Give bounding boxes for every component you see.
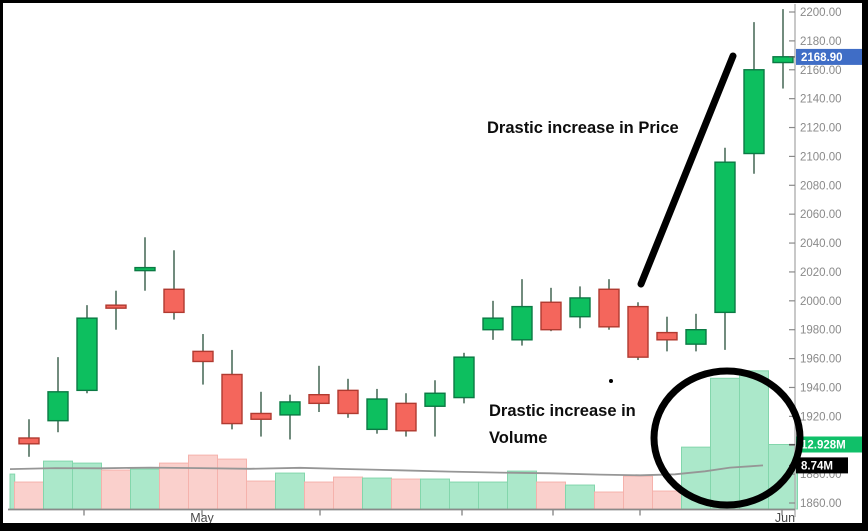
axis-label: 2100.00: [800, 151, 842, 163]
axis-label: 2168.90: [801, 52, 843, 64]
volume-bar: [72, 462, 102, 510]
candle-body: [685, 329, 707, 345]
axis-label: 2000.00: [800, 296, 842, 308]
candle-body: [134, 266, 156, 272]
volume-annotation-text: Drastic increase in Volume: [489, 398, 636, 452]
candle-body: [540, 301, 562, 331]
volume-bar: [188, 454, 218, 510]
candle-body: [163, 288, 185, 314]
volume-bar: [246, 480, 276, 510]
volume-annotation-line2: Volume: [489, 429, 548, 447]
frame-border-bottom: [0, 523, 868, 531]
candle-body: [308, 393, 330, 405]
volume-bar: [739, 370, 769, 510]
volume-bar-edge: [9, 473, 16, 510]
candle-body: [569, 297, 591, 318]
candle-body: [598, 288, 620, 328]
volume-bar: [130, 468, 160, 510]
candle-body: [192, 350, 214, 363]
volume-bar: [565, 484, 595, 510]
volume-bar: [652, 490, 682, 510]
candle-body: [714, 161, 736, 314]
axis-label: 1960.00: [800, 354, 842, 366]
volume-bar: [217, 458, 247, 510]
volume-ma-badge-bg: [796, 457, 848, 474]
axis-label: 2120.00: [800, 123, 842, 135]
volume-bar: [101, 469, 131, 510]
candle-body: [627, 305, 649, 358]
last-price-badge: 2168.90: [789, 48, 864, 65]
volume-bar: [478, 481, 508, 510]
price-axis: 2200.00 2180.00 2160.00 2140.00 2120.00 2100.…: [789, 4, 842, 517]
volume-bar: [362, 477, 392, 510]
candle-body: [743, 69, 765, 155]
axis-label: 2060.00: [800, 209, 842, 221]
volume-bar: [275, 472, 305, 510]
candles-layer: [18, 9, 794, 457]
axis-label: 2080.00: [800, 180, 842, 192]
axis-label: 2160.00: [800, 65, 842, 77]
volume-bar: [507, 470, 537, 510]
candle-body: [279, 401, 301, 416]
axis-label: 8.74M: [801, 460, 833, 472]
candle-body: [772, 56, 794, 64]
volume-bar: [333, 476, 363, 510]
annotation-line: [637, 52, 737, 288]
axis-label: 2140.00: [800, 94, 842, 106]
volume-bar: [623, 475, 653, 510]
axis-label: 2200.00: [800, 7, 842, 19]
candle-body: [250, 412, 272, 420]
frame-border-right: [862, 0, 868, 531]
volume-bar: [449, 481, 479, 510]
axis-label: May: [190, 511, 214, 525]
axis-label: 12.928M: [801, 440, 846, 452]
last-price-badge-bg: [796, 48, 864, 65]
candle-body: [221, 373, 243, 425]
axis-label: 1860.00: [800, 498, 842, 510]
candle-body: [337, 389, 359, 415]
volume-bar: [594, 491, 624, 510]
candle-body: [482, 317, 504, 331]
price-annotation-text: Drastic increase in Price: [487, 119, 679, 137]
candle-body: [76, 317, 98, 392]
volume-badge-bg: [796, 436, 868, 453]
candle-body: [395, 402, 417, 432]
axis-label: 2040.00: [800, 238, 842, 250]
axis-label: 1980.00: [800, 325, 842, 337]
volume-bar: [304, 481, 334, 510]
volume-bar: [420, 478, 450, 510]
volume-bars-layer: [9, 370, 798, 510]
volume-bar: [159, 462, 189, 510]
candle-body: [656, 331, 678, 341]
volume-bar: [391, 478, 421, 510]
axis-label: 2020.00: [800, 267, 842, 279]
volume-bar: [536, 481, 566, 510]
axis-label: Jun: [775, 511, 795, 525]
volume-ma-line: [9, 464, 764, 477]
annotation-dot: [609, 379, 613, 383]
candle-body: [453, 356, 475, 399]
volume-ma-badge: 8.74M: [789, 457, 848, 474]
candle-body: [511, 305, 533, 341]
candle-body: [47, 391, 69, 422]
candle-body: [105, 304, 127, 309]
volume-bar: [710, 377, 740, 510]
candle-body: [424, 392, 446, 407]
candle-body: [366, 398, 388, 431]
volume-badge: 12.928M: [789, 436, 868, 453]
volume-bar: [14, 481, 44, 510]
frame-border-left: [0, 0, 3, 531]
axis-label: 2180.00: [800, 36, 842, 48]
axis-label: 1920.00: [800, 411, 842, 423]
axis-label: 1940.00: [800, 382, 842, 394]
frame-border-top: [0, 0, 868, 3]
candle-body: [18, 437, 40, 445]
volume-annotation-line1: Drastic increase in: [489, 402, 636, 420]
annotation-ellipse: [650, 367, 804, 509]
x-axis: May Jun: [8, 508, 795, 525]
